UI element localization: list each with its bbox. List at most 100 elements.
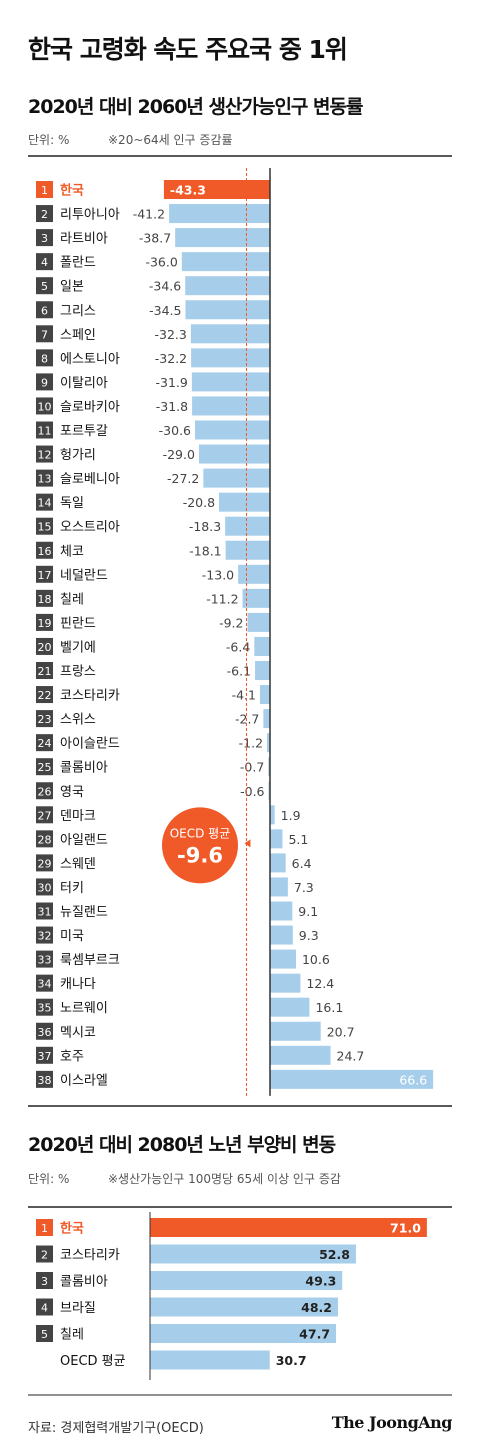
value-bar xyxy=(150,1218,427,1237)
value-bar xyxy=(270,973,301,993)
rank-box xyxy=(36,1245,53,1263)
rank-label: 4 xyxy=(41,1302,48,1315)
rank-box xyxy=(36,397,53,415)
rank-box xyxy=(36,1219,53,1236)
country-label: 스웨덴 xyxy=(60,857,96,872)
value-label: 12.4 xyxy=(306,976,334,991)
rank-label: 34 xyxy=(38,978,52,991)
rank-label: 37 xyxy=(38,1050,52,1063)
country-label: 체코 xyxy=(60,544,84,559)
country-label: 독일 xyxy=(60,496,84,511)
value-label: -38.7 xyxy=(139,231,171,246)
value-label: -13.0 xyxy=(202,567,234,582)
rank-label: 2 xyxy=(41,1249,48,1262)
value-bar xyxy=(270,1021,321,1041)
value-label: -9.2 xyxy=(219,615,243,630)
country-label: 슬로베니아 xyxy=(60,472,120,487)
rank-box xyxy=(36,1046,53,1064)
rank-box xyxy=(36,734,53,752)
value-bar xyxy=(150,1297,338,1317)
value-label: -18.3 xyxy=(189,519,221,534)
value-bar xyxy=(185,300,270,320)
country-label: 일본 xyxy=(60,280,84,295)
country-label: 헝가리 xyxy=(60,448,96,463)
country-label: 벨기에 xyxy=(60,640,96,655)
value-bar xyxy=(198,444,270,464)
rank-box xyxy=(36,1272,53,1289)
rank-label: 9 xyxy=(41,376,48,389)
country-label: 룩셈부르크 xyxy=(60,953,120,968)
country-label: 호주 xyxy=(60,1049,84,1064)
source-note: 자료: 경제협력개발기구(OECD) xyxy=(28,1421,204,1436)
value-label: 71.0 xyxy=(390,1221,421,1236)
rank-box xyxy=(36,541,53,559)
value-label: 30.7 xyxy=(276,1353,307,1368)
value-bar xyxy=(150,1244,356,1264)
value-label: -20.8 xyxy=(183,495,215,510)
value-label: 20.7 xyxy=(327,1024,355,1039)
chart1-svg: 1 한국 -43.3 2 리투아니아 -41.2 3 라트비아 -38.7 4 폴란드 -36.0 5 일… xyxy=(28,155,452,1107)
country-label: 브라질 xyxy=(60,1301,96,1316)
rank-label: 4 xyxy=(41,256,48,269)
publisher-logo: The JoongAng xyxy=(331,1413,453,1432)
oecd-callout-circle xyxy=(162,807,238,884)
value-label: 9.3 xyxy=(299,928,319,943)
chart2-note: ※생산가능인구 100명당 65세 이상 인구 증감 xyxy=(108,1172,341,1186)
value-label: -6.1 xyxy=(227,664,251,679)
chart1-note: ※20~64세 인구 증감률 xyxy=(108,133,233,147)
value-bar xyxy=(270,1045,331,1065)
rank-box xyxy=(36,830,53,848)
country-label: 네덜란드 xyxy=(60,568,108,583)
rank-box xyxy=(36,589,53,607)
rank-label: 36 xyxy=(38,1026,52,1039)
value-bar xyxy=(175,228,270,248)
rank-box xyxy=(36,637,53,655)
rank-label: 35 xyxy=(38,1002,52,1015)
rank-label: 12 xyxy=(38,449,52,462)
rank-label: 5 xyxy=(41,1328,48,1341)
rank-box xyxy=(36,902,53,920)
rank-label: 27 xyxy=(38,809,52,822)
rank-label: 10 xyxy=(38,400,52,413)
country-label: 한국 xyxy=(60,1221,84,1237)
rank-label: 33 xyxy=(38,954,52,967)
value-bar xyxy=(203,468,270,488)
value-label: -34.5 xyxy=(149,303,181,318)
country-label: 스위스 xyxy=(60,713,96,728)
oecd-callout-label: OECD 평균 xyxy=(170,826,231,840)
country-label: 한국 xyxy=(60,183,84,199)
country-label: 아일랜드 xyxy=(60,833,108,848)
value-label: -18.1 xyxy=(189,543,221,558)
rank-box xyxy=(36,854,53,872)
value-bar xyxy=(270,805,275,825)
value-bar xyxy=(219,492,270,512)
value-bar xyxy=(263,709,270,729)
value-bar xyxy=(270,853,286,873)
chart2-subtitle: 2020년 대비 2080년 노년 부양비 변동 xyxy=(28,1134,336,1156)
country-label: 포르투갈 xyxy=(60,424,108,439)
value-label: 9.1 xyxy=(298,904,318,919)
rank-label: 21 xyxy=(38,665,52,678)
page-title: 한국 고령화 속도 주요국 중 1위 xyxy=(28,35,348,64)
rank-box xyxy=(36,950,53,968)
value-label: 1.9 xyxy=(281,808,301,823)
rank-box xyxy=(36,926,53,944)
value-label: 66.6 xyxy=(399,1072,427,1087)
country-label: 콜롬비아 xyxy=(60,1275,108,1290)
rank-box xyxy=(36,806,53,824)
country-label: 아이슬란드 xyxy=(60,737,120,752)
rank-box xyxy=(36,493,53,511)
value-bar xyxy=(169,204,270,224)
country-label: 영국 xyxy=(60,785,84,800)
value-label: -32.2 xyxy=(155,351,187,366)
country-label: 슬로바키아 xyxy=(60,400,120,415)
country-label: 캐나다 xyxy=(60,977,96,992)
value-bar xyxy=(255,661,270,680)
value-label: 49.3 xyxy=(305,1274,336,1289)
chart1-unit: 단위: % xyxy=(28,133,70,147)
rank-box xyxy=(36,277,53,295)
rank-box xyxy=(36,469,53,487)
value-bar xyxy=(225,516,270,536)
value-bar xyxy=(247,612,270,632)
rank-label: 24 xyxy=(38,737,52,750)
